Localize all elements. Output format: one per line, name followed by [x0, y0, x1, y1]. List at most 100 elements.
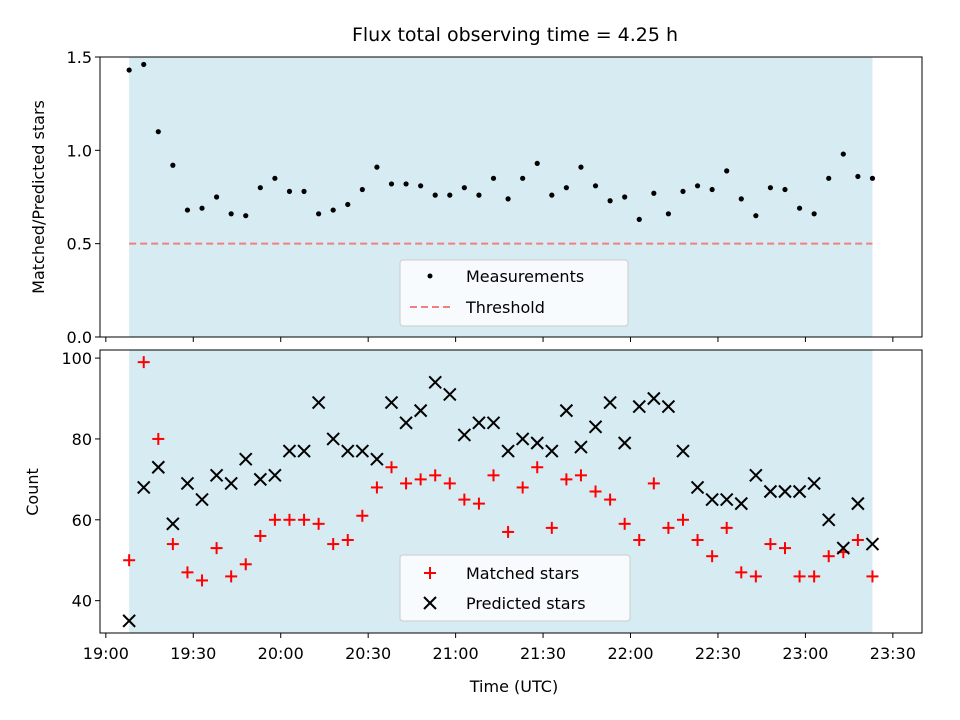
predicted-star-point [224, 476, 238, 491]
y-tick-label: 0.5 [67, 235, 92, 254]
matched-star-point [545, 521, 558, 534]
predicted-star-point [632, 399, 646, 414]
measurement-point [199, 205, 205, 211]
measurement-point [418, 183, 424, 189]
matched-star-point [735, 566, 748, 579]
predicted-star-point [778, 484, 792, 499]
matched-star-point [516, 481, 529, 494]
measurement-point [213, 194, 220, 200]
matched-star-point [866, 570, 879, 583]
measurement-point [724, 168, 730, 174]
legend-label-matched: Matched stars [466, 564, 579, 583]
predicted-star-point [297, 444, 311, 458]
predicted-star-point [253, 472, 268, 487]
measurement-point [126, 67, 132, 73]
measurement-point [709, 186, 715, 193]
predicted-star-point [384, 395, 399, 410]
matched-star-point [676, 513, 689, 526]
measurement-point [578, 164, 584, 170]
legend: Matched stars Predicted stars [399, 554, 631, 622]
matched-star-point [385, 461, 398, 474]
predicted-star-point [413, 403, 428, 418]
predicted-star-point [545, 444, 559, 458]
predicted-star-point [749, 468, 763, 483]
predicted-star-point [559, 403, 574, 418]
predicted-star-point [705, 492, 719, 507]
measurement-point [869, 175, 876, 181]
matched-star-point [531, 461, 544, 474]
measurement-point [403, 181, 409, 187]
matched-star-point [487, 469, 500, 482]
matched-star-point [370, 481, 383, 494]
measurement-point [359, 186, 365, 193]
y-axis-ticks: 40 60 80 100 [61, 349, 100, 611]
predicted-star-point [311, 395, 326, 410]
plot-frame [99, 349, 923, 634]
x-axis-ticks [105, 337, 894, 342]
matched-star-point [458, 493, 471, 506]
y-tick-label: 1.0 [67, 141, 92, 160]
matched-star-point [502, 525, 515, 538]
predicted-star-point [137, 480, 151, 495]
matched-star-point [414, 473, 427, 486]
predicted-star-point [209, 468, 224, 483]
predicted-star-point [151, 460, 166, 474]
measurement-point [855, 173, 861, 180]
predicted-star-point [690, 480, 705, 495]
measurement-point [447, 192, 453, 198]
predicted-star-point [661, 399, 676, 414]
matched-star-point [327, 538, 340, 551]
matched-star-point [779, 542, 791, 555]
measurement-point [782, 186, 788, 193]
ratio-panel: Flux total observing time = 4.25 h 0.00.… [29, 24, 923, 347]
legend-label-predicted: Predicted stars [466, 594, 586, 613]
matched-star-point [822, 550, 835, 563]
measurement-point [432, 192, 438, 198]
legend-box [399, 554, 631, 622]
predicted-star-point [180, 476, 195, 491]
y-tick-label: 0.0 [67, 328, 92, 347]
matched-star-point [254, 529, 267, 542]
predicted-star-point [647, 391, 661, 406]
predicted-star-point [530, 436, 544, 450]
matched-star-point [589, 485, 602, 498]
measurement-point [767, 185, 774, 191]
matched-star-point [851, 534, 864, 547]
legend-label-measurements: Measurements [466, 267, 584, 286]
measurement-point [330, 207, 336, 213]
measurement-point [520, 175, 526, 181]
matched-star-point [662, 521, 675, 534]
measurement-point [840, 151, 846, 157]
measurement-point [622, 194, 628, 200]
matched-star-point [225, 570, 238, 583]
predicted-star-point [763, 484, 778, 499]
predicted-star-point [195, 492, 209, 507]
predicted-star-point [851, 496, 865, 511]
count-panel: 40 60 80 100 19:00 19:30 20:00 20:30 21:00 21:30… [23, 349, 923, 696]
predicted-star-point [326, 432, 340, 446]
y-tick-label: 80 [72, 430, 92, 449]
matched-star-point [137, 356, 150, 369]
x-tick-label: 21:30 [520, 644, 566, 663]
legend-box [399, 259, 629, 327]
matched-star-point [166, 538, 179, 551]
legend-marker-predicted [423, 596, 437, 610]
predicted-stars-points [122, 375, 880, 628]
predicted-star-point [676, 444, 690, 458]
measurement-point [476, 192, 482, 198]
predicted-star-point [268, 468, 282, 483]
x-tick-label: 23:00 [782, 644, 828, 663]
predicted-star-point [515, 432, 530, 446]
measurement-point [316, 211, 322, 217]
measurement-point [549, 192, 555, 198]
measurement-point [388, 181, 395, 187]
matched-star-point [706, 550, 719, 563]
predicted-star-point [457, 428, 472, 442]
matched-star-point [793, 570, 806, 583]
measurement-point [694, 183, 701, 189]
measurement-point [592, 183, 599, 189]
predicted-star-point [734, 496, 748, 511]
measurement-point [490, 175, 497, 181]
y-tick-label: 40 [72, 592, 92, 611]
measurement-point [345, 201, 351, 208]
